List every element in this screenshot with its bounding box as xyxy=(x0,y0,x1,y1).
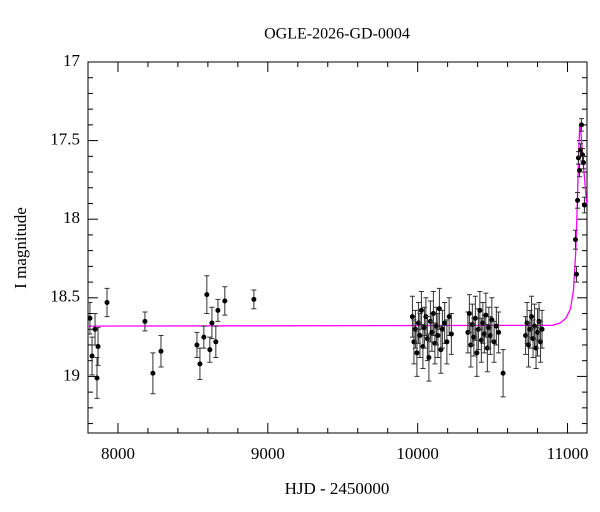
data-point xyxy=(158,348,164,354)
data-point xyxy=(574,271,580,277)
data-point xyxy=(477,307,483,313)
data-point xyxy=(417,333,423,339)
data-point xyxy=(500,370,506,376)
y-tick-label: 18 xyxy=(63,208,80,227)
data-point xyxy=(491,339,497,345)
x-axis-label: HJD - 2450000 xyxy=(285,479,390,498)
plot-frame xyxy=(87,61,588,434)
data-point xyxy=(581,160,587,166)
data-point xyxy=(439,326,445,332)
data-point xyxy=(529,314,535,320)
data-point xyxy=(251,296,257,302)
data-point xyxy=(474,350,480,356)
data-point xyxy=(213,339,219,345)
data-point xyxy=(466,311,472,317)
data-point xyxy=(539,326,545,332)
data-point xyxy=(418,307,424,313)
data-point xyxy=(142,318,148,324)
data-point xyxy=(201,334,207,340)
data-point xyxy=(578,122,584,128)
data-point xyxy=(472,315,478,321)
model-curve xyxy=(87,124,588,327)
chart-title: OGLE-2026-GD-0004 xyxy=(264,26,410,43)
data-point xyxy=(435,333,441,339)
data-point xyxy=(87,315,93,321)
x-tick-label: 9000 xyxy=(251,444,285,463)
data-point xyxy=(204,292,210,298)
x-tick-label: 10000 xyxy=(396,444,439,463)
data-point xyxy=(207,347,213,353)
data-point xyxy=(493,323,499,329)
data-point xyxy=(89,353,95,359)
data-point xyxy=(95,344,101,350)
x-tick-label: 8000 xyxy=(101,444,135,463)
data-point xyxy=(215,307,221,313)
y-axis-label: I magnitude xyxy=(11,207,30,289)
data-point xyxy=(446,314,452,320)
data-point xyxy=(222,298,228,304)
data-point xyxy=(409,314,415,320)
data-point xyxy=(94,375,100,381)
x-tick-label: 11000 xyxy=(547,444,589,463)
data-point xyxy=(426,355,432,361)
data-point xyxy=(572,237,578,243)
data-point xyxy=(575,197,581,203)
data-point xyxy=(197,361,203,367)
y-tick-label: 19 xyxy=(63,365,80,384)
data-point xyxy=(577,167,583,173)
data-point xyxy=(442,320,448,326)
data-point xyxy=(104,300,110,306)
y-tick-label: 17.5 xyxy=(50,130,80,149)
data-point xyxy=(444,339,450,345)
data-point xyxy=(194,342,200,348)
data-point xyxy=(496,329,502,335)
data-point xyxy=(209,320,215,326)
y-tick-label: 17 xyxy=(63,51,81,70)
data-point xyxy=(581,202,587,208)
data-point xyxy=(430,311,436,317)
y-tick-label: 18.5 xyxy=(50,287,80,306)
data-point xyxy=(150,370,156,376)
data-point xyxy=(483,312,489,318)
data-point xyxy=(448,331,454,337)
data-point xyxy=(414,350,420,356)
